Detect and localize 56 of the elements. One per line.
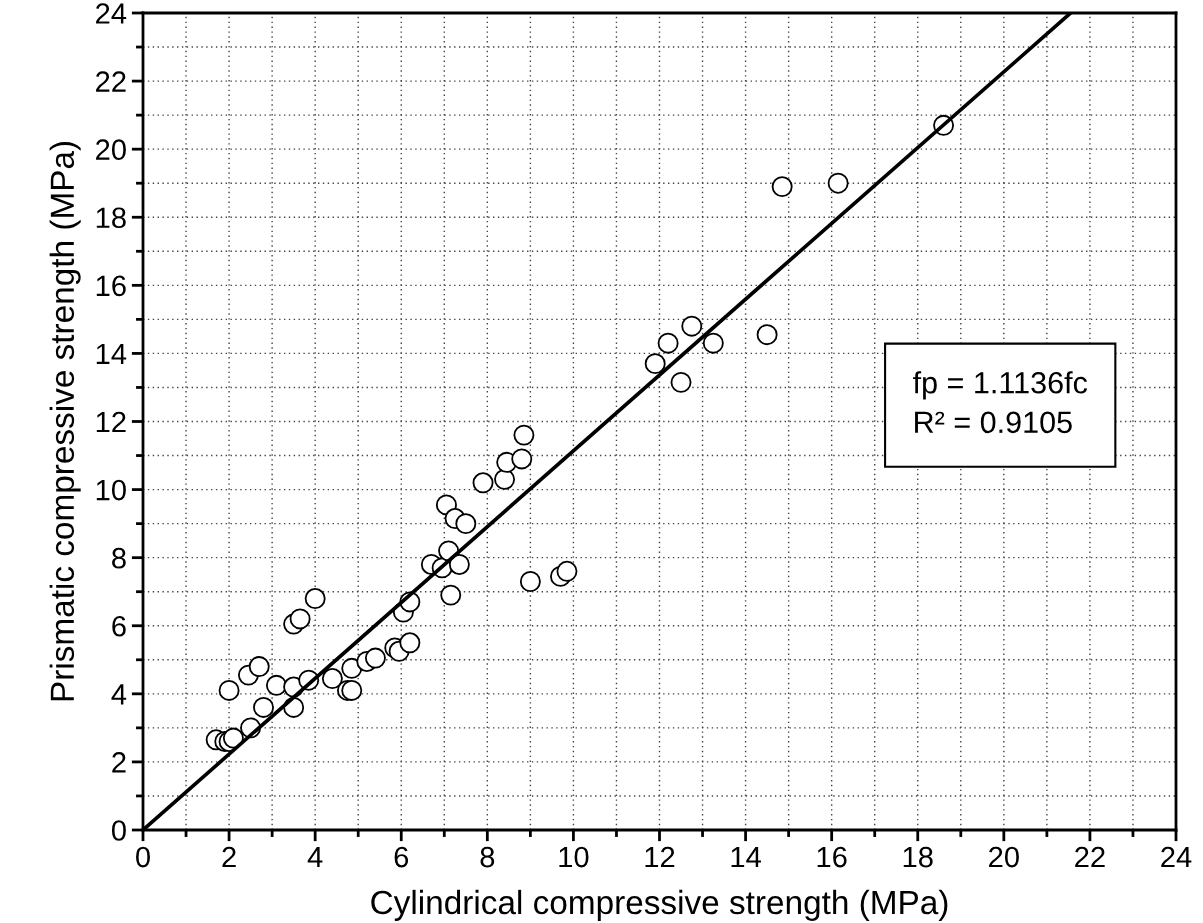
point <box>511 448 533 470</box>
y-tick-label: 2 <box>112 752 126 773</box>
x-tick-label: 8 <box>480 846 495 868</box>
point <box>289 608 311 630</box>
point <box>756 324 778 346</box>
x-tick-label: 6 <box>394 846 409 868</box>
x-axis-title: Cylindrical compressive strength (MPa) <box>371 889 948 921</box>
point <box>218 679 240 701</box>
y-tick-label: 18 <box>96 207 126 229</box>
y-tick-label: 0 <box>111 820 126 841</box>
y-tick-label: 14 <box>96 343 127 364</box>
point <box>455 513 477 535</box>
point <box>644 353 666 375</box>
x-tick-label: 10 <box>559 846 589 868</box>
x-tick-label: 20 <box>989 846 1019 868</box>
y-tick-label: 12 <box>96 411 126 433</box>
x-tick-label: 22 <box>1075 846 1105 868</box>
y-tick-label: 16 <box>96 275 126 297</box>
x-tick-label: 0 <box>136 846 150 868</box>
point <box>519 571 541 592</box>
x-tick-label: 12 <box>645 846 675 868</box>
point <box>702 332 724 354</box>
point <box>248 656 270 678</box>
point <box>399 632 421 654</box>
x-tick-label: 18 <box>903 846 933 868</box>
point <box>448 553 470 575</box>
point <box>657 332 679 354</box>
point <box>556 560 578 582</box>
x-tick-label: 16 <box>817 846 847 868</box>
point <box>494 468 516 490</box>
y-tick-label: 24 <box>96 3 127 24</box>
point <box>265 674 287 696</box>
point <box>513 424 535 446</box>
y-tick-label: 4 <box>111 684 127 705</box>
point <box>771 176 793 198</box>
point <box>440 584 462 606</box>
x-tick-label: 4 <box>307 847 323 868</box>
point <box>341 679 363 701</box>
point <box>472 472 494 494</box>
point <box>681 315 703 337</box>
point <box>827 172 849 194</box>
point <box>321 668 343 689</box>
x-tick-label: 2 <box>222 846 236 868</box>
point <box>670 371 692 393</box>
point <box>304 588 326 609</box>
annotation: fp = 1.1136fc R² = 0.9105 <box>913 371 1088 434</box>
y-tick-label: 10 <box>96 479 126 501</box>
y-tick-label: 20 <box>96 139 126 161</box>
x-tick-label: 14 <box>731 847 761 868</box>
y-tick-label: 8 <box>112 547 126 569</box>
y-tick-label: 6 <box>112 615 126 637</box>
y-axis-title: Prismatic compressive strength (MPa) <box>49 142 81 701</box>
x-tick-label: 24 <box>1161 846 1192 868</box>
point <box>253 696 274 718</box>
y-tick-label: 22 <box>96 71 126 92</box>
point <box>364 647 386 669</box>
